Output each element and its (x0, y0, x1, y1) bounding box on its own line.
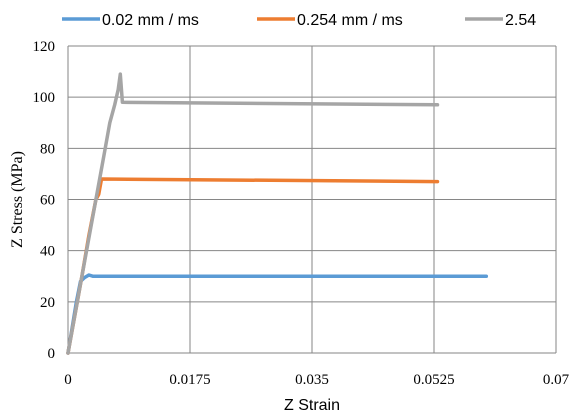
x-tick-labels: 0 0.0175 0.035 0.0525 0.07 (64, 372, 569, 388)
x-tick-label: 0.035 (295, 372, 329, 388)
series-line-2 (66, 177, 440, 355)
grid-lines (68, 45, 557, 353)
x-tick-label: 0 (64, 372, 72, 388)
y-axis-label: Z Stress (MPa) (9, 151, 26, 248)
y-tick-labels: 0 20 40 60 80 100 120 (33, 39, 56, 362)
axes (67, 46, 556, 354)
y-tick-label: 120 (33, 39, 56, 55)
legend: 0.02 mm / ms 0.254 mm / ms 2.54 (62, 12, 536, 29)
legend-label-3: 2.54 (505, 12, 536, 29)
x-tick-label: 0.0525 (413, 372, 454, 388)
x-tick-label: 0.0175 (169, 372, 210, 388)
legend-label-1: 0.02 mm / ms (102, 12, 199, 29)
y-tick-label: 0 (48, 346, 56, 362)
y-tick-label: 80 (40, 141, 55, 157)
legend-label-2: 0.254 mm / ms (297, 12, 403, 29)
series-line-3 (66, 72, 440, 355)
series-line-1 (66, 273, 489, 355)
y-tick-label: 40 (40, 244, 55, 260)
series-layer (66, 72, 489, 355)
y-tick-label: 20 (40, 295, 55, 311)
y-tick-label: 100 (33, 90, 56, 106)
y-tick-label: 60 (40, 193, 55, 209)
x-tick-label: 0.07 (543, 372, 570, 388)
x-axis-label: Z Strain (284, 397, 340, 414)
